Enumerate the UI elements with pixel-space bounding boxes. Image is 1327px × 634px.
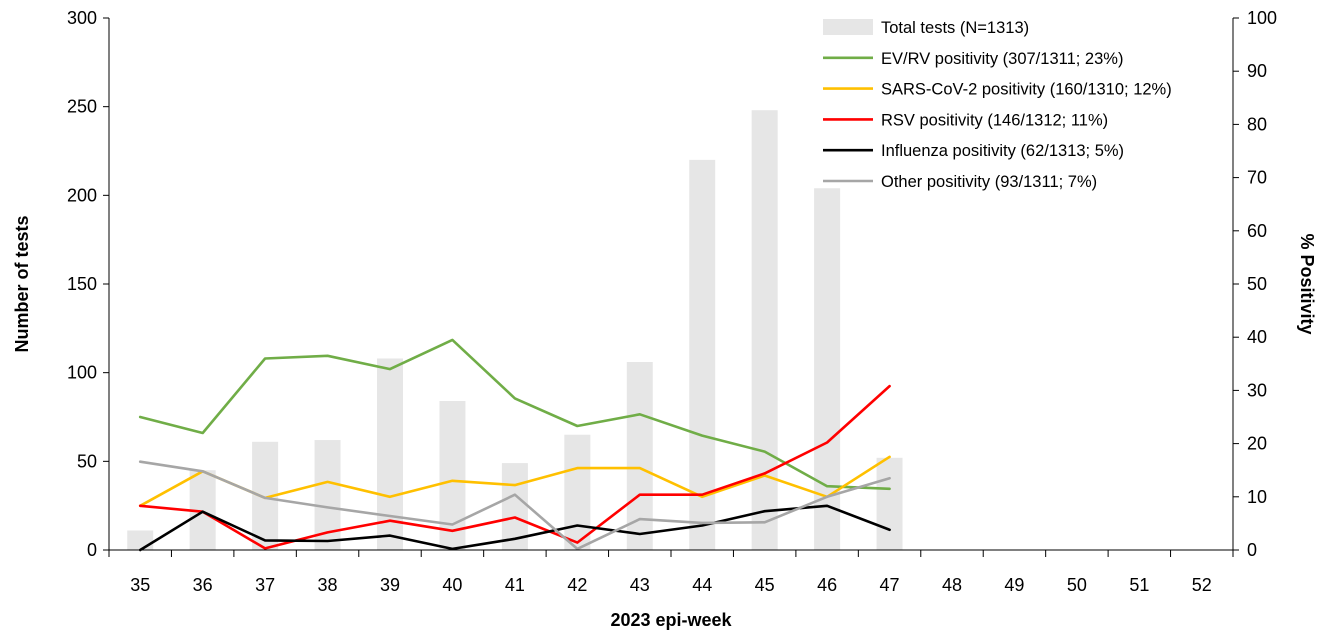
legend-label-3: RSV positivity (146/1312; 11%)	[881, 111, 1108, 129]
y-tick-label: 50	[77, 451, 97, 471]
series-line-1	[138, 338, 891, 491]
y2-tick-label: 0	[1247, 540, 1257, 560]
y2-tick-label: 40	[1247, 327, 1267, 347]
x-tick-label: 45	[755, 575, 775, 595]
legend-label-2: SARS-CoV-2 positivity (160/1310; 12%)	[881, 81, 1172, 99]
x-tick-label: 36	[193, 575, 213, 595]
bar-week-41	[501, 463, 528, 550]
series-line-5	[138, 460, 891, 551]
y2-tick-label: 100	[1247, 8, 1277, 28]
x-tick-label: 41	[505, 575, 525, 595]
x-tick-label: 48	[942, 575, 962, 595]
x-tick-label: 51	[1129, 575, 1149, 595]
x-tick-label: 46	[817, 575, 837, 595]
x-tick-label: 35	[130, 575, 150, 595]
x-tick-label: 40	[442, 575, 462, 595]
y-tick-label: 100	[67, 363, 97, 383]
x-tick-label: 37	[255, 575, 275, 595]
lines-layer	[138, 338, 891, 552]
bar-week-35	[127, 530, 154, 550]
bar-week-45	[751, 110, 778, 551]
y-tick-label: 200	[67, 185, 97, 205]
legend-label-4: Influenza positivity (62/1313; 5%)	[881, 142, 1124, 160]
y2-tick-label: 70	[1247, 168, 1267, 188]
x-tick-label: 50	[1067, 575, 1087, 595]
x-tick-label: 43	[630, 575, 650, 595]
x-tick-label: 44	[692, 575, 712, 595]
y-tick-label: 300	[67, 8, 97, 28]
y2-tick-label: 80	[1247, 114, 1267, 134]
y2-tick-label: 10	[1247, 487, 1267, 507]
y-tick-label: 150	[67, 274, 97, 294]
series-line-3	[138, 384, 891, 550]
y2-tick-label: 20	[1247, 434, 1267, 454]
y2-tick-label: 50	[1247, 274, 1267, 294]
bar-week-47	[876, 457, 903, 550]
y-axis-title: Number of tests	[12, 215, 32, 352]
x-tick-label: 39	[380, 575, 400, 595]
ticks-layer: 0 50 100 150 200 250 300 0 10 20 30 40 50 60 70 80 90 100…	[67, 8, 1277, 595]
legend-label-1: EV/RV positivity (307/1311; 23%)	[881, 50, 1123, 68]
x-tick-label: 52	[1192, 575, 1212, 595]
x-tick-label: 42	[567, 575, 587, 595]
legend-swatch-total-tests	[823, 19, 873, 35]
legend-label-5: Other positivity (93/1311; 7%)	[881, 173, 1097, 191]
y2-tick-label: 30	[1247, 380, 1267, 400]
y-tick-label: 250	[67, 97, 97, 117]
y-tick-label: 0	[87, 540, 97, 560]
y2-tick-label: 60	[1247, 221, 1267, 241]
legend-label-total-tests: Total tests (N=1313)	[881, 19, 1029, 37]
series-line-4	[138, 504, 891, 552]
bar-week-46	[814, 188, 841, 551]
y2-tick-label: 90	[1247, 61, 1267, 81]
legend: Total tests (N=1313) EV/RV positivity (30…	[823, 19, 1172, 191]
x-tick-label: 38	[318, 575, 338, 595]
bar-week-43	[626, 362, 653, 550]
x-tick-label: 47	[880, 575, 900, 595]
x-axis-title: 2023 epi-week	[610, 610, 732, 630]
bar-week-44	[689, 159, 716, 550]
x-tick-label: 49	[1004, 575, 1024, 595]
bar-week-42	[564, 434, 591, 550]
y2-axis-title: % Positivity	[1297, 233, 1317, 334]
